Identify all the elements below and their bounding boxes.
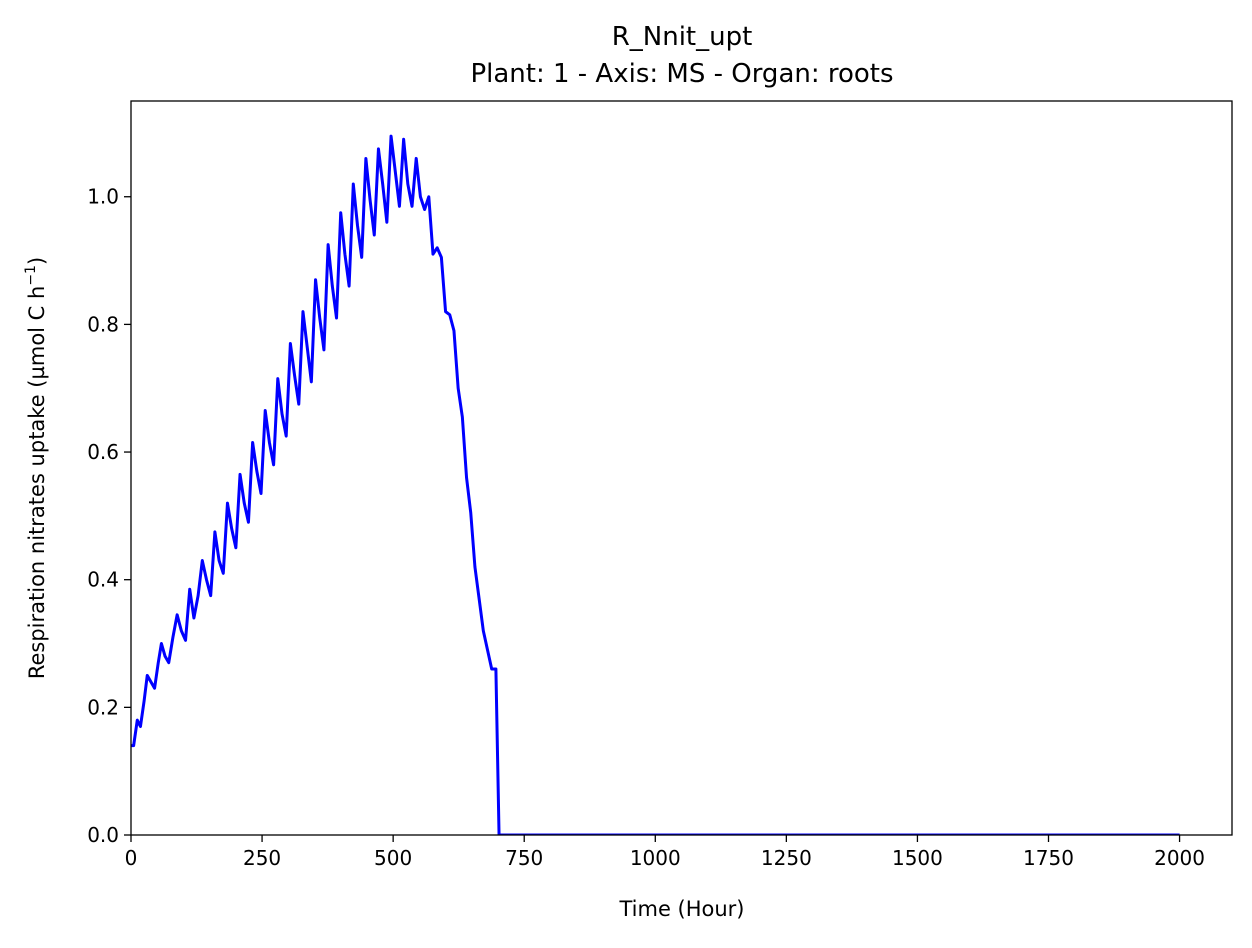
y-axis: 0.0 0.2 0.4 0.6 0.8 1.0	[87, 185, 131, 847]
x-tick-label: 250	[243, 846, 281, 870]
y-tick-label: 0.6	[87, 440, 119, 464]
y-axis-label-close: )	[25, 257, 49, 265]
series-line	[131, 134, 1180, 835]
x-tick-label: 1000	[630, 846, 681, 870]
x-axis: 0 250 500 750 1000 1250 1500 1750 2000	[125, 835, 1205, 870]
y-tick-label: 1.0	[87, 185, 119, 209]
y-axis-label: Respiration nitrates uptake (µmol C h−1)	[23, 257, 49, 679]
x-tick-label: 1250	[761, 846, 812, 870]
x-tick-label: 1500	[892, 846, 943, 870]
x-tick-label: 1750	[1023, 846, 1074, 870]
x-tick-label: 0	[125, 846, 138, 870]
x-tick-label: 750	[505, 846, 543, 870]
plot-frame	[130, 100, 1233, 836]
plot-area	[130, 100, 1233, 836]
y-axis-label-main: Respiration nitrates uptake (µmol C h	[25, 286, 49, 680]
x-axis-label: Time (Hour)	[618, 897, 744, 921]
y-tick-label: 0.2	[87, 695, 119, 719]
y-tick-label: 0.0	[87, 823, 119, 847]
chart-subtitle: Plant: 1 - Axis: MS - Organ: roots	[470, 59, 893, 89]
x-tick-label: 2000	[1154, 846, 1205, 870]
chart-title: R_Nnit_upt	[612, 22, 753, 52]
y-tick-label: 0.8	[87, 312, 119, 336]
y-tick-label: 0.4	[87, 568, 119, 592]
x-tick-label: 500	[374, 846, 412, 870]
y-axis-label-exponent: −1	[23, 265, 39, 286]
series-layer	[131, 134, 1180, 835]
